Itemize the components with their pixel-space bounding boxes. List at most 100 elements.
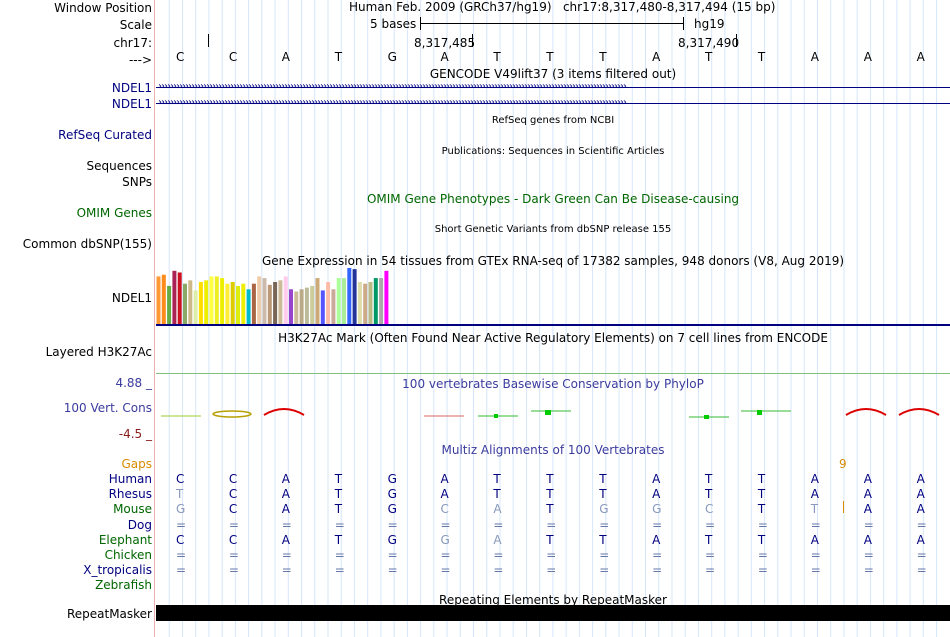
omim-track-label[interactable]: OMIM Genes xyxy=(76,206,152,220)
alignment-base: T xyxy=(757,502,766,517)
gtex-tissue-bar xyxy=(368,282,373,324)
species-label[interactable]: Mouse xyxy=(113,502,152,517)
base-letter: T xyxy=(599,50,607,64)
alignment-base: = xyxy=(176,548,187,562)
alignment-base: = xyxy=(810,517,821,532)
gencode-track-title[interactable]: GENCODE V49lift37 (3 items filtered out) xyxy=(429,67,677,81)
species-label[interactable]: Dog xyxy=(127,517,152,532)
alignment-base: T xyxy=(546,532,554,547)
alignment-base: G xyxy=(387,532,397,547)
snps-track-label[interactable]: SNPs xyxy=(122,175,152,189)
species-label[interactable]: Zebrafish xyxy=(95,578,152,593)
gtex-tissue-bar xyxy=(251,283,256,324)
omim-track-title[interactable]: OMIM Gene Phenotypes - Dark Green Can Be… xyxy=(366,192,740,206)
gtex-tissue-bar xyxy=(357,282,362,324)
refseq-track-label[interactable]: RefSeq Curated xyxy=(58,128,152,142)
species-label[interactable]: Elephant xyxy=(98,532,152,547)
alignment-base: = xyxy=(334,548,345,562)
gtex-tissue-bar xyxy=(278,280,283,324)
alignment-base: T xyxy=(599,487,607,502)
alignment-base: A xyxy=(440,472,449,486)
scale-bar-left-tick xyxy=(420,17,421,30)
gtex-tissue-bar xyxy=(236,285,240,324)
h3k27ac-track-title[interactable]: H3K27Ac Mark (Often Found Near Active Re… xyxy=(278,331,828,345)
alignment-base: = xyxy=(757,517,768,532)
phylop-bar-4-mark xyxy=(494,414,498,418)
gtex-track-title[interactable]: Gene Expression in 54 tissues from GTEx … xyxy=(261,254,845,268)
alignment-base: A xyxy=(916,532,925,547)
alignment-base: C xyxy=(176,532,185,547)
alignment-base: = xyxy=(334,563,345,578)
alignment-base: = xyxy=(281,517,292,532)
base-letter: A xyxy=(863,50,872,64)
alignment-base: = xyxy=(705,517,716,532)
alignment-base: T xyxy=(810,502,819,517)
gtex-tissue-bar xyxy=(183,283,187,324)
repeatmasker-element[interactable] xyxy=(156,605,950,621)
gencode-gene-label-2[interactable]: NDEL1 xyxy=(111,97,152,111)
gtex-tissue-bar xyxy=(310,285,315,324)
phylop-max-label: 4.88 _ xyxy=(115,376,152,390)
alignment-base: = xyxy=(705,548,716,562)
alignment-base: T xyxy=(546,502,554,517)
gtex-tissue-bar xyxy=(262,278,267,324)
phylop-track-label[interactable]: 100 Vert. Cons xyxy=(63,401,152,415)
h3k27ac-track-label[interactable]: Layered H3K27Ac xyxy=(45,345,152,359)
base-letter: C xyxy=(228,50,238,64)
repeatmasker-track-title[interactable]: Repeating Elements by RepeatMasker xyxy=(439,593,667,607)
alignment-base: = xyxy=(863,563,874,578)
alignment-base: = xyxy=(652,548,663,562)
species-label[interactable]: Rhesus xyxy=(108,487,152,502)
alignment-base: T xyxy=(599,472,607,486)
species-label[interactable]: Human xyxy=(108,472,152,486)
gtex-tissue-bar xyxy=(246,289,251,324)
alignment-base: = xyxy=(387,517,398,532)
species-label[interactable]: Chicken xyxy=(104,548,152,562)
alignment-base: = xyxy=(810,563,821,578)
alignment-base: = xyxy=(599,548,610,562)
alignment-base: G xyxy=(176,502,186,517)
gtex-tissue-bar xyxy=(267,284,272,324)
alignment-base: = xyxy=(916,517,927,532)
gtex-tissue-bar xyxy=(320,290,325,324)
gtex-tissue-bar xyxy=(188,280,193,324)
phylop-peak-2 xyxy=(845,408,887,416)
gtex-tissue-bar xyxy=(336,278,341,324)
gtex-tissue-bar xyxy=(161,274,166,324)
multiz-track-title[interactable]: Multiz Alignments of 100 Vertebrates xyxy=(441,443,665,457)
repeatmasker-track-label[interactable]: RepeatMasker xyxy=(66,607,152,621)
alignment-base: = xyxy=(493,548,504,562)
gtex-expression-chart[interactable] xyxy=(156,268,536,326)
alignment-base: A xyxy=(810,532,820,547)
gtex-tissue-bar xyxy=(363,283,368,324)
dbsnp-track-label[interactable]: Common dbSNP(155) xyxy=(22,237,152,251)
base-letter: T xyxy=(705,50,713,64)
scale-bar xyxy=(420,23,684,24)
gtex-track-label[interactable]: NDEL1 xyxy=(111,291,152,305)
base-letter: T xyxy=(757,50,766,64)
alignment-base: A xyxy=(810,487,820,502)
alignment-base: T xyxy=(334,472,343,486)
gencode-gene-label-1[interactable]: NDEL1 xyxy=(111,81,152,95)
publications-track-label[interactable]: Sequences xyxy=(86,159,152,173)
mouse-gap-mark xyxy=(843,501,844,513)
alignment-base: T xyxy=(334,487,343,502)
alignment-base: = xyxy=(176,517,187,532)
gtex-tissue-bar xyxy=(315,278,320,324)
dbsnp-track-title[interactable]: Short Genetic Variants from dbSNP releas… xyxy=(434,224,672,235)
gencode-transcript-1[interactable] xyxy=(156,87,950,88)
scale-bar-right-tick xyxy=(683,17,684,30)
gtex-tissue-bar xyxy=(209,276,214,324)
gencode-transcript-2[interactable] xyxy=(156,103,950,104)
species-label[interactable]: X_tropicalis xyxy=(83,563,152,578)
gtex-tissue-bar xyxy=(204,280,209,324)
gtex-baseline xyxy=(156,324,950,326)
refseq-track-title[interactable]: RefSeq genes from NCBI xyxy=(491,115,615,126)
gtex-tissue-bar xyxy=(193,290,198,324)
alignment-base: = xyxy=(916,548,927,562)
phylop-track-title[interactable]: 100 vertebrates Basewise Conservation by… xyxy=(402,377,704,391)
window-position-title: Human Feb. 2009 (GRCh37/hg19) chr17:8,31… xyxy=(349,0,776,14)
alignment-base: G xyxy=(387,487,397,502)
publications-track-title[interactable]: Publications: Sequences in Scientific Ar… xyxy=(441,146,665,157)
assembly-label: hg19 xyxy=(694,17,725,31)
